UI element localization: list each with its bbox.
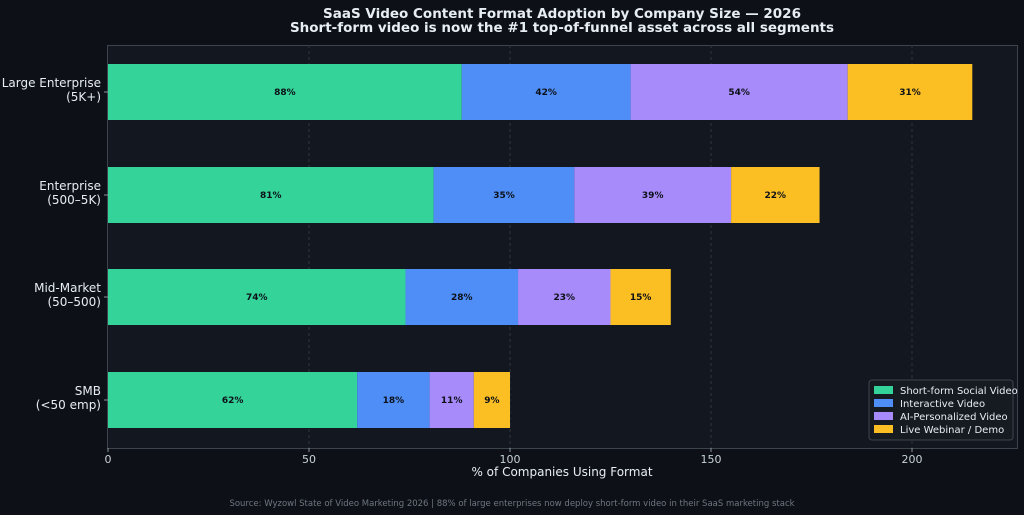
bar-segment <box>610 269 671 325</box>
category-label: Enterprise <box>39 179 101 193</box>
bar-segment <box>731 167 820 223</box>
legend-swatch <box>874 386 893 394</box>
bar-segment <box>108 269 406 325</box>
bar-value-label: 28% <box>451 293 473 303</box>
bar-segment <box>357 372 430 428</box>
x-tick-label: 0 <box>105 453 112 466</box>
bar-value-label: 62% <box>222 396 244 406</box>
x-tick-label: 50 <box>302 453 316 466</box>
bar-segment <box>429 372 474 428</box>
bar-segment <box>108 372 358 428</box>
legend-entry: Interactive Video <box>900 399 985 410</box>
legend-entry: AI-Personalized Video <box>900 412 1008 423</box>
bar-segment <box>847 64 973 120</box>
source-note: Source: Wyzowl State of Video Marketing … <box>229 499 794 509</box>
bar-value-label: 9% <box>484 396 499 406</box>
category-label: SMB <box>75 384 101 398</box>
bar-value-label: 74% <box>246 293 268 303</box>
chart-title: SaaS Video Content Format Adoption by Co… <box>323 6 801 22</box>
bar-segment <box>518 269 611 325</box>
bar-value-label: 23% <box>553 293 575 303</box>
bar-segment <box>630 64 848 120</box>
bar-segment <box>461 64 631 120</box>
legend-entry: Live Webinar / Demo <box>900 425 1004 436</box>
legend: Short-form Social Video Interactive Video… <box>868 379 1018 441</box>
bar-value-label: 11% <box>441 396 463 406</box>
bar-value-label: 88% <box>274 88 296 98</box>
bar-segment <box>574 167 732 223</box>
bar-value-label: 22% <box>765 191 787 201</box>
bar-value-label: 35% <box>493 191 515 201</box>
category-label: (50–500) <box>47 295 101 309</box>
x-tick-label: 150 <box>701 453 722 466</box>
legend-swatch <box>874 399 893 407</box>
bar-segment <box>108 64 462 120</box>
bar-value-label: 42% <box>535 88 557 98</box>
category-label: (<50 emp) <box>36 398 101 412</box>
bar-segment <box>473 372 510 428</box>
bars: 88% 42% 54% 31% 81% 35% 39% 22% 74% 28% 23% 15% 62% 1… <box>108 64 973 428</box>
axis-ticks: 0 50 100 150 200 <box>105 448 923 466</box>
legend-entry: Short-form Social Video <box>900 386 1018 397</box>
bar-value-label: 39% <box>642 191 664 201</box>
chart-subtitle: Short-form video is now the #1 top-of-fu… <box>290 20 834 36</box>
bar-segment <box>405 269 519 325</box>
category-label: Mid-Market <box>34 281 101 295</box>
bar-segment <box>108 167 434 223</box>
category-label: (500–5K) <box>47 193 101 207</box>
x-tick-label: 100 <box>500 453 521 466</box>
x-tick-label: 200 <box>902 453 923 466</box>
x-axis-title: % of Companies Using Format <box>471 465 652 479</box>
category-label: (5K+) <box>66 90 101 104</box>
bar-value-label: 31% <box>899 88 921 98</box>
bar-value-label: 18% <box>383 396 405 406</box>
category-label: Large Enterprise <box>2 76 101 90</box>
bar-segment <box>433 167 575 223</box>
legend-swatch <box>874 412 893 420</box>
legend-box <box>868 379 1014 441</box>
category-labels: Large Enterprise(5K+) Enterprise(500–5K) M… <box>2 76 108 412</box>
bar-value-label: 15% <box>630 293 652 303</box>
bar-value-label: 54% <box>728 88 750 98</box>
legend-swatch <box>874 425 893 433</box>
bar-value-label: 81% <box>260 191 282 201</box>
